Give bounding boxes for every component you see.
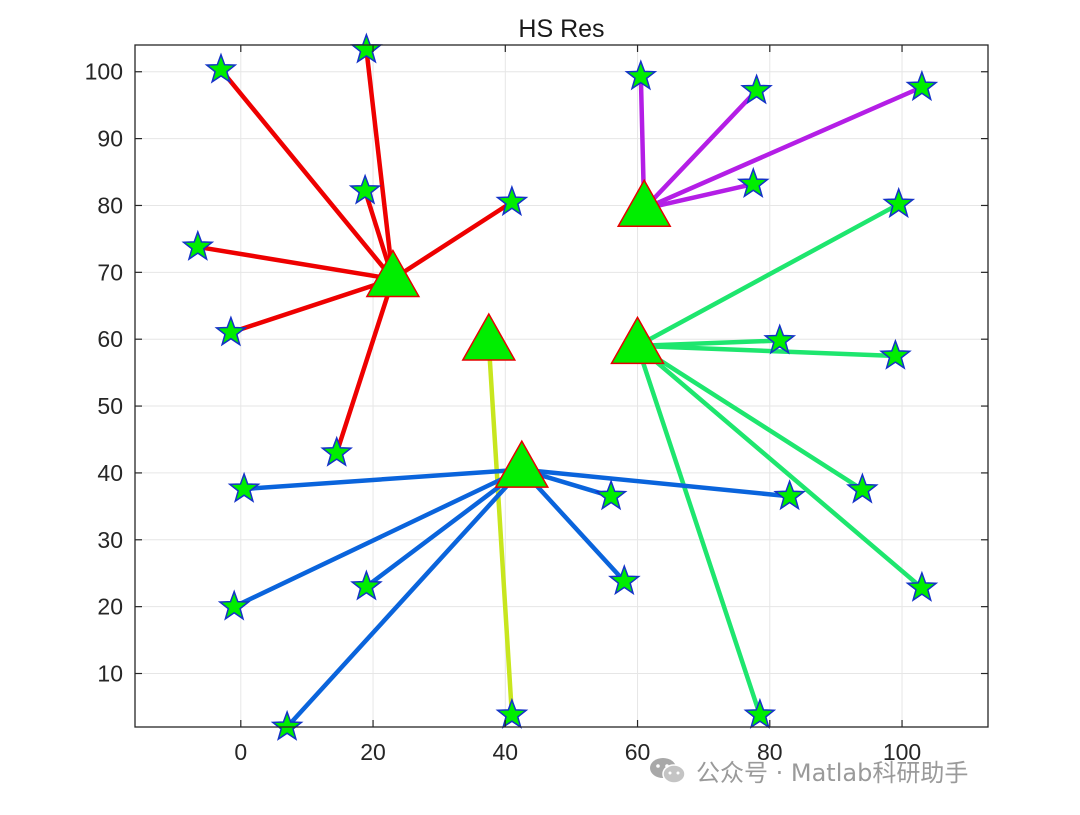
cluster-center-triangle — [365, 248, 421, 298]
x-tick-label: 40 — [492, 739, 518, 765]
wechat-icon — [650, 757, 686, 784]
data-point-star — [594, 479, 628, 511]
y-tick-label: 90 — [97, 126, 123, 152]
watermark: 公众号 · Matlab科研助手 — [648, 753, 968, 788]
data-point-star — [905, 570, 939, 602]
cluster-center-triangle — [610, 315, 665, 365]
assignment-line — [218, 67, 396, 282]
assignment-line — [486, 340, 515, 718]
assignment-line — [635, 343, 898, 359]
x-tick-label: 20 — [360, 739, 386, 765]
data-point-star — [495, 697, 529, 729]
y-tick-label: 60 — [97, 326, 123, 352]
x-tick-label: 100 — [883, 739, 921, 765]
tick-labels: 0 20 40 60 80 100 10 20 30 40 50 60 70 80 90 100 — [85, 45, 988, 765]
assignment-lines — [195, 47, 925, 730]
data-point-star — [740, 73, 773, 105]
assignment-line — [195, 244, 396, 282]
cluster-center-triangle — [494, 439, 550, 488]
data-point-star — [270, 709, 304, 741]
watermark-text: 公众号 · Matlab科研助手 — [696, 759, 969, 787]
data-point-star — [624, 59, 658, 91]
x-tick-label: 0 — [234, 739, 247, 765]
y-tick-label: 100 — [85, 59, 123, 85]
y-tick-label: 20 — [97, 594, 123, 620]
grid — [135, 45, 988, 727]
data-point-star — [846, 472, 879, 504]
data-point-star — [204, 52, 238, 84]
data-point-star — [348, 173, 382, 205]
assignment-line — [334, 276, 396, 456]
assignment-line — [519, 467, 792, 499]
y-tick-label: 40 — [97, 460, 123, 486]
assignment-line — [635, 343, 763, 718]
assignment-line — [231, 467, 525, 609]
data-point-star — [350, 569, 383, 601]
assignment-line — [641, 88, 759, 212]
markers — [181, 32, 939, 741]
y-tick-label: 50 — [97, 393, 123, 419]
assignment-line — [641, 84, 925, 212]
assignment-line — [364, 47, 396, 282]
y-tick-label: 10 — [97, 661, 123, 687]
data-point-star — [905, 69, 939, 102]
x-tick-label: 60 — [625, 739, 651, 765]
chart-title: HS Res — [518, 15, 604, 43]
assignment-line — [228, 276, 396, 335]
assignment-line — [641, 181, 756, 212]
data-point-star — [879, 338, 912, 370]
cluster-center-triangle — [461, 312, 517, 361]
cluster-center-triangle — [616, 178, 672, 228]
assignment-line — [635, 201, 901, 349]
data-point-star — [608, 564, 641, 596]
data-point-star — [736, 166, 770, 198]
data-point-star — [763, 323, 797, 355]
data-point-star — [214, 315, 248, 347]
data-point-star — [320, 435, 353, 467]
assignment-line — [364, 467, 525, 589]
x-tick-label: 80 — [757, 739, 783, 765]
assignment-line — [284, 467, 525, 730]
y-tick-label: 30 — [97, 527, 123, 553]
assignment-line — [241, 467, 525, 492]
assignment-line — [635, 343, 925, 591]
plot-area — [135, 45, 988, 727]
y-tick-label: 80 — [97, 192, 123, 218]
data-point-star — [882, 186, 916, 219]
data-point-star — [773, 479, 806, 511]
data-point-star — [227, 471, 261, 503]
y-tick-label: 70 — [97, 259, 123, 285]
assignment-line — [390, 199, 515, 282]
assignment-line — [519, 467, 627, 584]
data-point-star — [181, 229, 215, 261]
assignment-line — [635, 343, 865, 492]
data-point-star — [743, 697, 777, 729]
plot-frame — [134, 44, 989, 728]
data-point-star — [217, 589, 251, 621]
data-point-star — [495, 184, 529, 217]
